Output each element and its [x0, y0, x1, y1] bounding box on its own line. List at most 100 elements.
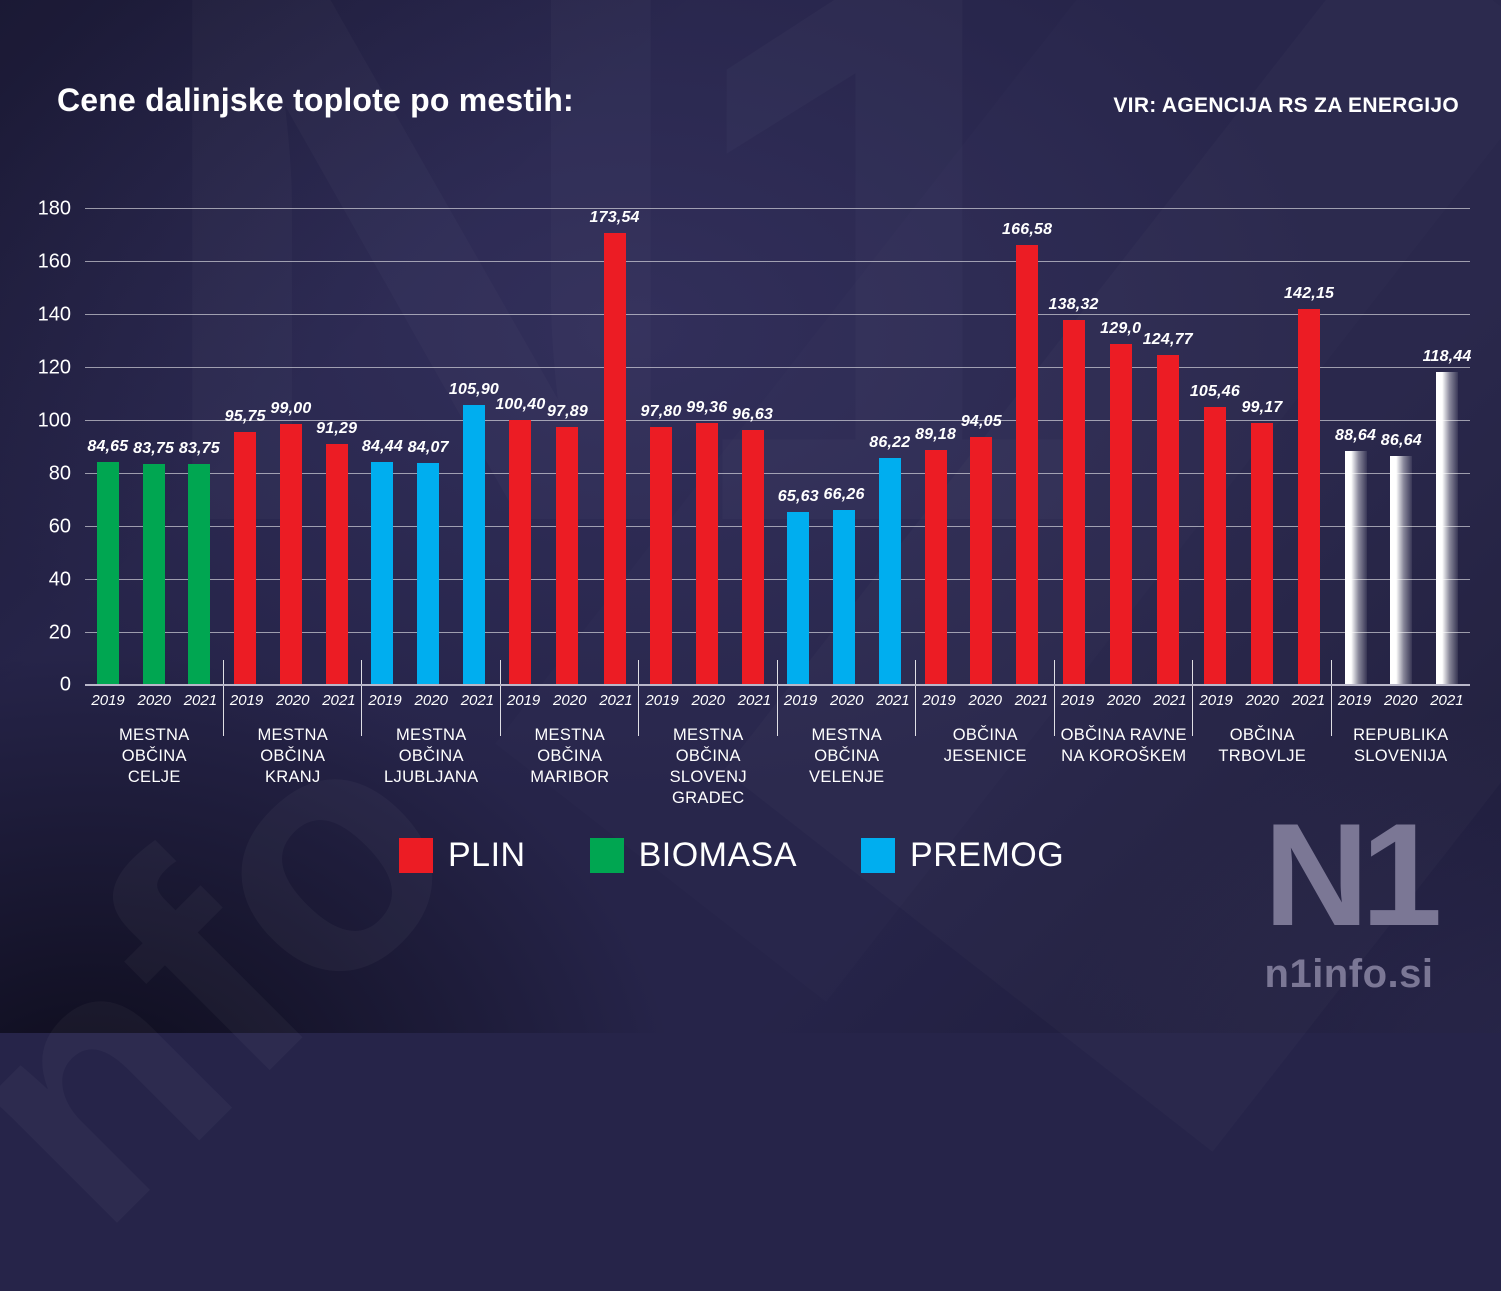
- bar-value-label: 95,75: [224, 408, 266, 426]
- group-divider: [499, 660, 501, 736]
- bar-slot: 138,32: [1048, 209, 1099, 686]
- group-label-line: MESTNA OBČINA: [257, 726, 329, 765]
- group-label-line: MESTNA OBČINA: [118, 726, 190, 765]
- y-axis-tick: 60: [48, 515, 71, 537]
- x-group-labels: 2019 2020 2021 REPUBLIKA SLOVENIJA: [1332, 692, 1471, 809]
- x-tick-year: 2019: [783, 692, 818, 709]
- bar-slot: 91,29: [314, 209, 360, 686]
- bar-slot: 96,63: [730, 209, 776, 686]
- y-axis-tick: 20: [48, 621, 71, 643]
- x-tick-year: 2020: [1384, 692, 1418, 709]
- bar-group: 65,63 66,26 86,22: [775, 209, 912, 686]
- bar-slot: 105,46: [1189, 209, 1240, 686]
- bar-slot: 166,58: [1002, 209, 1053, 686]
- bar-slot: 99,00: [268, 209, 314, 686]
- group-label-line: MESTNA OBČINA: [672, 726, 744, 765]
- group-label-line: TRBOVLJE: [1218, 747, 1307, 765]
- bar-slot: 83,75: [177, 209, 223, 686]
- x-tick-year: 2021: [876, 692, 910, 709]
- bar-skupaj: [1436, 372, 1459, 686]
- group-label-line: REPUBLIKA: [1353, 726, 1449, 744]
- bar-slot: 118,44: [1423, 209, 1471, 686]
- bar-skupaj: [1344, 451, 1367, 686]
- y-axis-tick: 40: [48, 568, 71, 590]
- x-tick-year: 2020: [276, 692, 310, 709]
- group-divider: [776, 660, 778, 736]
- bar-value-label: 83,75: [178, 440, 220, 458]
- plot-area: 0 20 40 60 80 100 120 140 160 180 84,65 83,75 83,75 9…: [38, 197, 1472, 696]
- bar-plin: [325, 444, 348, 686]
- bar-value-label: 89,18: [915, 425, 957, 443]
- bar-group: 84,44 84,07 105,90: [360, 209, 500, 686]
- y-axis-tick: 100: [37, 409, 71, 431]
- bar-value-label: 105,90: [448, 381, 500, 399]
- bar-plin: [924, 449, 947, 686]
- x-tick-year: 2020: [553, 692, 587, 709]
- legend-label: BIOMASA: [638, 836, 798, 874]
- x-group-labels: 2019 2020 2021 MESTNA OBČINA SLOVENJ GRADEC: [639, 660, 778, 809]
- bar-plin: [509, 419, 532, 686]
- bar-biomasa: [96, 461, 119, 686]
- group-label: OBČINA TRBOVLJE: [1193, 725, 1332, 767]
- bar-slot: 95,75: [222, 209, 268, 686]
- bar-plin: [556, 426, 579, 686]
- bar-value-label: 166,58: [1002, 220, 1053, 238]
- y-axis-tick: 120: [37, 356, 71, 378]
- gridline: 100: [38, 409, 1470, 431]
- bar-value-label: 173,54: [589, 209, 640, 226]
- bar-slot: 84,65: [85, 209, 131, 686]
- x-group-labels: 2019 2020 2021 MESTNA OBČINA MARIBOR: [501, 660, 639, 809]
- bar-chart: 0 20 40 60 80 100 120 140 160 180 84,65 83,75 83,75 9…: [38, 197, 1472, 809]
- bar-value-label: 91,29: [316, 420, 358, 438]
- x-tick-year: 2020: [414, 692, 448, 709]
- bar-slot: 97,89: [544, 209, 591, 686]
- x-tick-year: 2020: [137, 692, 171, 709]
- bar-group: 89,18 94,05 166,58: [913, 209, 1053, 686]
- gridline: 160: [38, 250, 1470, 272]
- group-label-line: MESTNA OBČINA: [534, 726, 606, 765]
- x-tick-year: 2020: [968, 692, 1002, 709]
- x-tick-year: 2020: [1107, 692, 1141, 709]
- legend-label: PLIN: [448, 836, 526, 874]
- bar-slot: 86,22: [867, 209, 913, 686]
- bar-slot: 99,17: [1238, 209, 1285, 686]
- bar-value-label: 97,80: [640, 402, 682, 420]
- bar-groups: 84,65 83,75 83,75 95,75 99,00 91,29 84,44 84,07…: [85, 209, 1471, 686]
- legend-item-plin: PLIN: [399, 836, 526, 875]
- bar-premog: [462, 405, 485, 686]
- bar-value-label: 138,32: [1048, 295, 1099, 313]
- legend-label: PREMOG: [910, 836, 1065, 874]
- bar-group: 100,40 97,89 173,54: [495, 209, 640, 686]
- group-label-line: SLOVENJ GRADEC: [669, 768, 747, 807]
- group-divider: [222, 660, 224, 736]
- x-tick-year: 2020: [830, 692, 864, 709]
- x-group-labels: 2019 2020 2021 MESTNA OBČINA VELENJE: [778, 660, 916, 809]
- bar-slot: 84,07: [405, 209, 451, 686]
- x-tick-year: 2019: [1060, 692, 1095, 709]
- legend-item-premog: PREMOG: [861, 836, 1064, 875]
- bar-slot: 173,54: [589, 209, 640, 686]
- group-label-line: CELJE: [127, 768, 181, 786]
- bar-plin: [1016, 244, 1039, 686]
- bar-plin: [1156, 355, 1179, 686]
- x-tick-year: 2019: [645, 692, 679, 709]
- n1-logo: N1 n1info.si: [1249, 800, 1449, 997]
- x-tick-year: 2021: [183, 692, 218, 709]
- x-tick-year: 2021: [599, 692, 633, 709]
- bar-slot: 100,40: [495, 209, 545, 686]
- group-label-line: JESENICE: [943, 747, 1027, 765]
- gridline: 80: [49, 462, 1470, 484]
- y-axis-tick: 180: [37, 197, 71, 219]
- bar-premog: [371, 462, 394, 686]
- bar-group: 105,46 99,17 142,15: [1189, 209, 1334, 686]
- x-tick-year: 2021: [322, 692, 356, 709]
- group-label: OBČINA JESENICE: [916, 725, 1055, 767]
- gridline: 20: [49, 621, 1470, 643]
- x-group-labels: 2019 2020 2021 OBČINA TRBOVLJE: [1193, 660, 1332, 809]
- bar-plin: [1109, 344, 1132, 686]
- bar-value-label: 105,46: [1189, 382, 1240, 400]
- group-label: REPUBLIKA SLOVENIJA: [1332, 725, 1471, 767]
- bar-value-label: 65,63: [777, 488, 819, 506]
- bar-value-label: 94,05: [960, 412, 1002, 430]
- bar-value-label: 99,17: [1241, 399, 1283, 417]
